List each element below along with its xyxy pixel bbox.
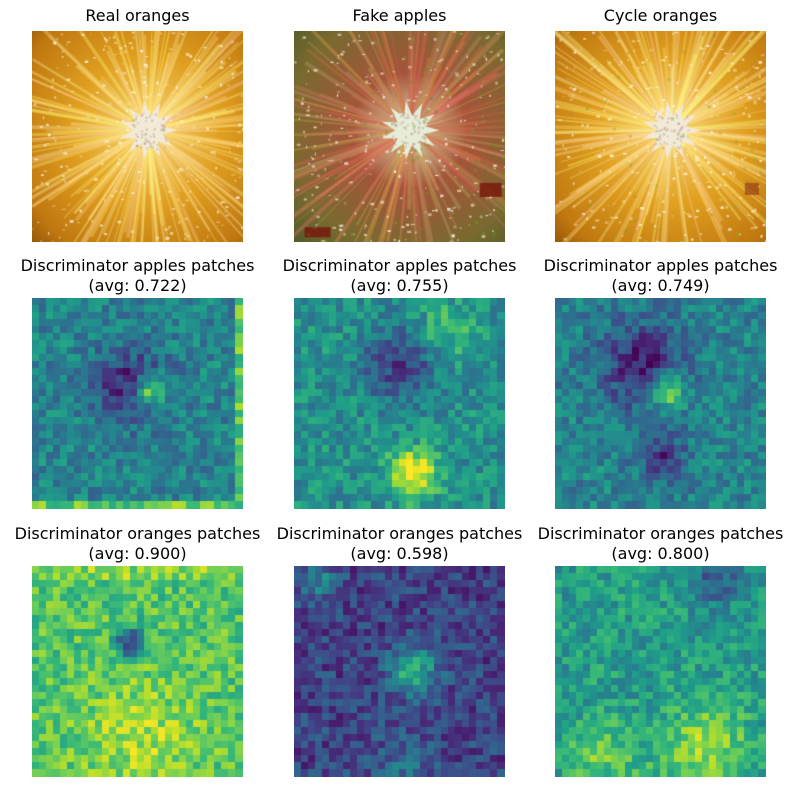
- panel-subtitle: (avg: 0.598): [350, 544, 449, 563]
- panel-title: Discriminator apples patches: [543, 256, 778, 275]
- panel-title: Discriminator oranges patches: [276, 524, 523, 543]
- cycle-oranges-image: [555, 31, 766, 242]
- panel-title: Discriminator apples patches: [282, 256, 517, 275]
- panel-subtitle: (avg: 0.900): [88, 544, 187, 563]
- panel-title: Discriminator oranges patches: [14, 524, 261, 543]
- heatmap-image: [294, 298, 505, 509]
- panel-subtitle: (avg: 0.722): [88, 276, 187, 295]
- panel-subtitle: (avg: 0.755): [350, 276, 449, 295]
- heatmap-image: [555, 566, 766, 777]
- panel-title: Real oranges: [85, 6, 190, 25]
- panel-title: Fake apples: [352, 6, 447, 25]
- panel-title: Discriminator apples patches: [20, 256, 255, 275]
- panel-subtitle: (avg: 0.800): [611, 544, 710, 563]
- heatmap-image: [555, 298, 766, 509]
- heatmap-image: [32, 566, 243, 777]
- panel-title: Discriminator oranges patches: [537, 524, 784, 543]
- heatmap-image: [32, 298, 243, 509]
- panel-subtitle: (avg: 0.749): [611, 276, 710, 295]
- fake-apples-image: [294, 31, 505, 242]
- heatmap-image: [294, 566, 505, 777]
- panel-title: Cycle oranges: [603, 6, 718, 25]
- real-oranges-image: [32, 31, 243, 242]
